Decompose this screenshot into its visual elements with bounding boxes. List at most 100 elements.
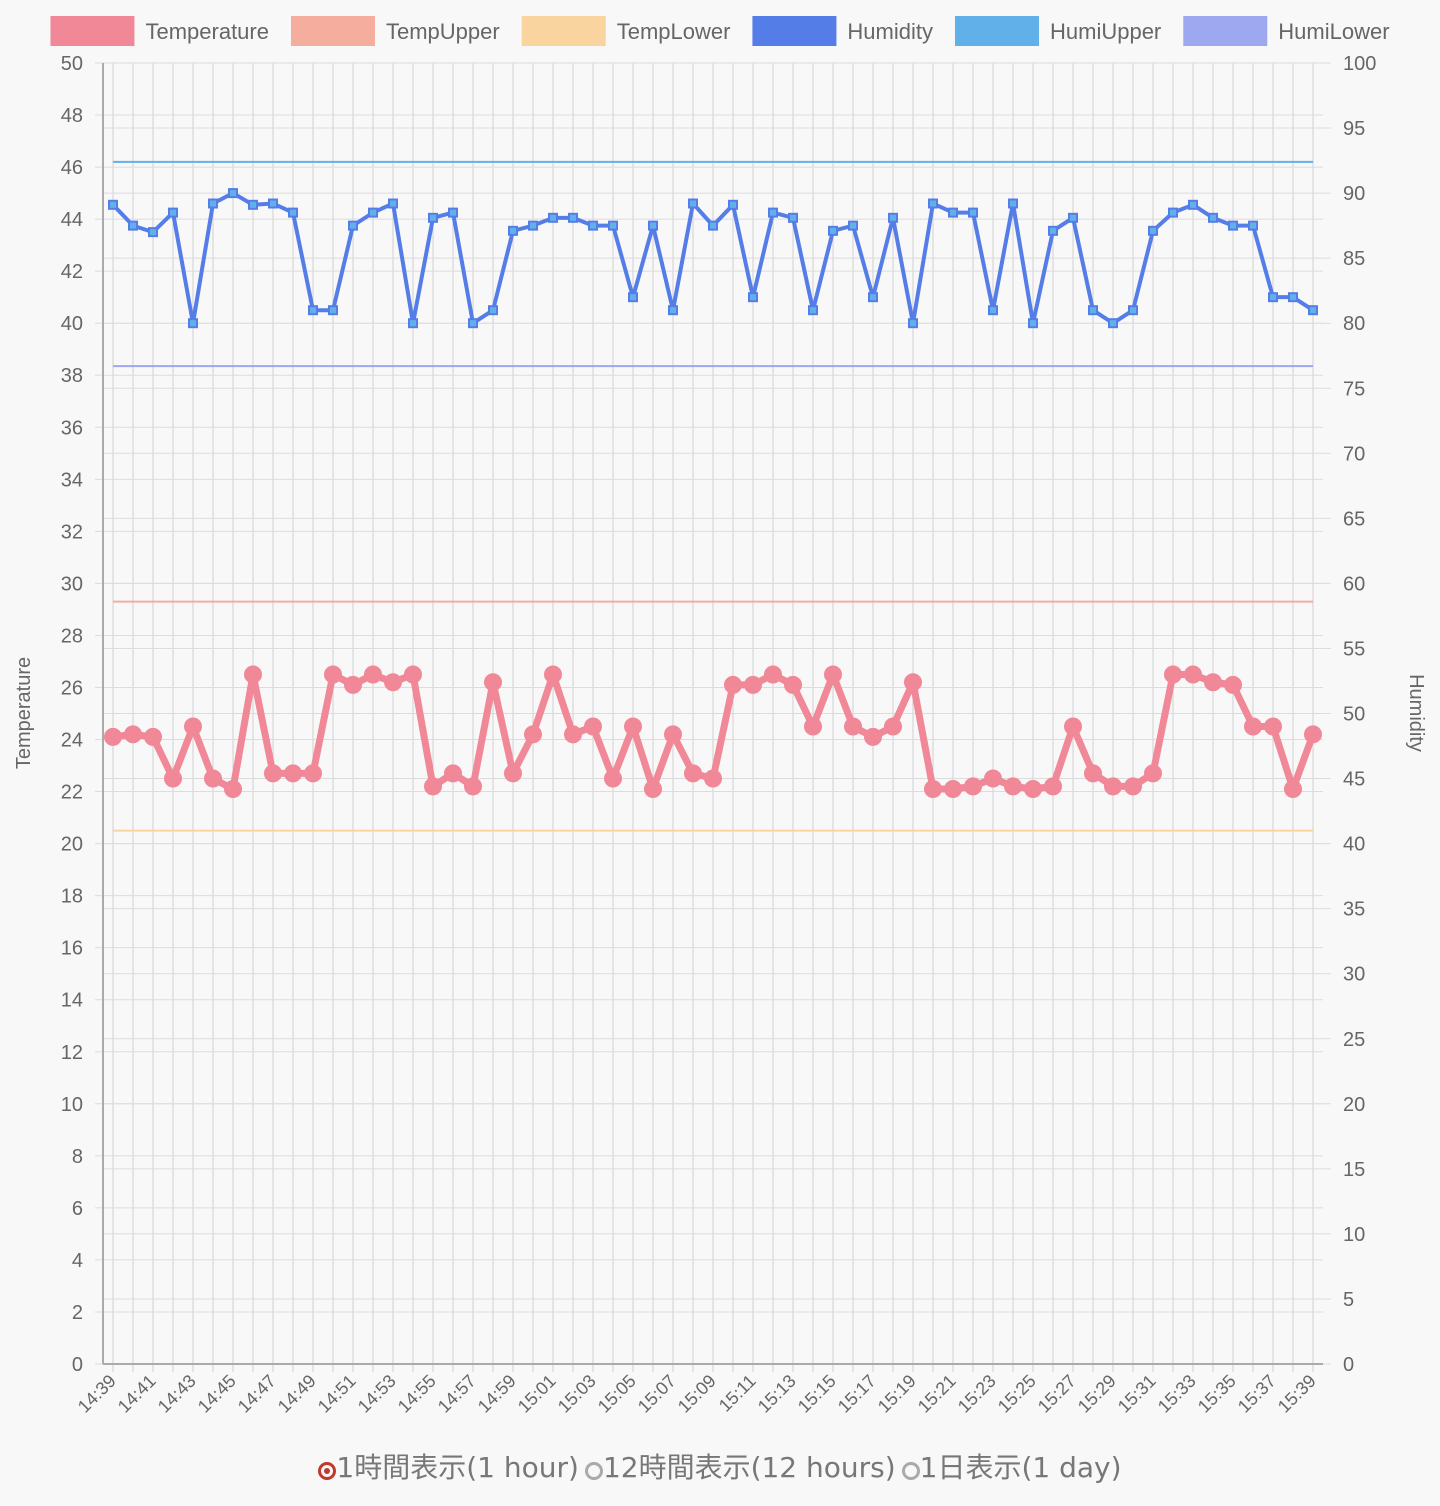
x-tick-label: 14:47 xyxy=(234,1371,280,1417)
data-point xyxy=(604,769,622,788)
x-tick-label: 14:41 xyxy=(114,1371,160,1417)
legend-label: Temperature xyxy=(145,19,269,44)
data-point xyxy=(784,675,802,694)
y2-tick-label: 85 xyxy=(1343,248,1365,270)
data-point xyxy=(564,725,582,744)
x-tick-label: 15:35 xyxy=(1194,1371,1240,1417)
data-point xyxy=(1008,198,1018,209)
data-point xyxy=(664,725,682,744)
data-point xyxy=(308,305,318,316)
data-point xyxy=(668,305,678,316)
data-point xyxy=(804,717,822,736)
y2-tick-label: 95 xyxy=(1343,118,1365,140)
data-point xyxy=(924,779,942,798)
x-tick-label: 15:07 xyxy=(634,1371,680,1417)
x-tick-label: 15:25 xyxy=(994,1371,1040,1417)
data-point xyxy=(1204,673,1222,692)
y-tick-label: 44 xyxy=(61,209,83,231)
data-point xyxy=(1068,212,1078,223)
x-tick-label: 15:19 xyxy=(874,1371,920,1417)
x-tick-label: 15:01 xyxy=(514,1371,560,1417)
data-point xyxy=(1104,777,1122,796)
radio-button[interactable] xyxy=(318,1462,337,1480)
data-point xyxy=(548,212,558,223)
y-axis-title: Temperature xyxy=(13,657,35,769)
y2-tick-label: 80 xyxy=(1343,313,1365,335)
y-tick-label: 42 xyxy=(61,261,83,283)
y-tick-label: 0 xyxy=(72,1354,83,1376)
data-point xyxy=(504,764,522,783)
y2-tick-label: 60 xyxy=(1343,573,1365,595)
data-point xyxy=(124,725,142,744)
data-point xyxy=(1284,779,1302,798)
data-point xyxy=(204,769,222,788)
x-tick-label: 14:49 xyxy=(274,1371,320,1417)
x-tick-label: 15:11 xyxy=(715,1371,760,1416)
data-point xyxy=(1144,764,1162,783)
data-point xyxy=(268,198,278,209)
data-point xyxy=(108,199,118,210)
data-point xyxy=(688,198,698,209)
data-point xyxy=(624,717,642,736)
x-tick-label: 15:23 xyxy=(954,1371,1000,1417)
range-option[interactable]: 12時間表示(12 hours) xyxy=(584,1451,896,1484)
legend-swatch xyxy=(752,16,837,46)
y-tick-label: 50 xyxy=(61,53,83,75)
y2-tick-label: 100 xyxy=(1343,53,1376,75)
data-point xyxy=(128,220,138,231)
data-point xyxy=(884,717,902,736)
x-tick-label: 15:05 xyxy=(594,1371,640,1417)
data-point xyxy=(228,188,238,199)
data-point xyxy=(1108,318,1118,329)
data-point xyxy=(948,207,958,218)
data-point xyxy=(208,198,218,209)
data-point xyxy=(1308,305,1318,316)
radio-label: 12時間表示(12 hours) xyxy=(602,1451,896,1484)
y2-tick-label: 20 xyxy=(1343,1094,1365,1116)
y-tick-label: 20 xyxy=(61,834,83,856)
data-point xyxy=(1248,220,1258,231)
y2-tick-label: 70 xyxy=(1343,443,1365,465)
x-tick-label: 15:17 xyxy=(834,1371,880,1417)
legend-swatch xyxy=(521,16,606,46)
data-point xyxy=(344,675,362,694)
data-point xyxy=(1048,225,1058,236)
data-point xyxy=(1288,292,1298,303)
x-tick-label: 14:51 xyxy=(314,1371,360,1417)
y-tick-label: 22 xyxy=(61,782,83,804)
data-point xyxy=(684,764,702,783)
x-tick-label: 15:15 xyxy=(794,1371,840,1417)
y2-tick-label: 0 xyxy=(1343,1354,1354,1376)
chart: Temperature Humidity 14:3914:4114:4314:4… xyxy=(13,16,1427,1417)
y-tick-label: 8 xyxy=(72,1146,83,1168)
data-point xyxy=(144,727,162,746)
data-point xyxy=(888,212,898,223)
data-point xyxy=(364,665,382,684)
data-point xyxy=(824,665,842,684)
radio-button[interactable] xyxy=(584,1462,603,1480)
data-point xyxy=(1164,665,1182,684)
y2-tick-label: 90 xyxy=(1343,183,1365,205)
data-point xyxy=(488,305,498,316)
data-point xyxy=(1224,675,1242,694)
data-point xyxy=(704,769,722,788)
range-option[interactable]: 1時間表示(1 hour) xyxy=(318,1451,579,1484)
data-point xyxy=(1264,717,1282,736)
y2-tick-label: 10 xyxy=(1343,1224,1365,1246)
data-point xyxy=(1244,717,1262,736)
legend-swatch xyxy=(290,16,375,46)
data-point xyxy=(724,675,742,694)
x-tick-label: 14:45 xyxy=(194,1371,240,1417)
data-point xyxy=(148,227,158,238)
y-tick-label: 34 xyxy=(61,469,83,491)
data-point xyxy=(1044,777,1062,796)
data-point xyxy=(544,665,562,684)
range-option[interactable]: 1日表示(1 day) xyxy=(901,1451,1122,1484)
y2-tick-label: 65 xyxy=(1343,508,1365,530)
data-point xyxy=(1168,207,1178,218)
data-point xyxy=(904,673,922,692)
radio-button[interactable] xyxy=(901,1462,920,1480)
legend-swatch xyxy=(1183,16,1268,46)
data-point xyxy=(248,199,258,210)
data-point xyxy=(588,220,598,231)
